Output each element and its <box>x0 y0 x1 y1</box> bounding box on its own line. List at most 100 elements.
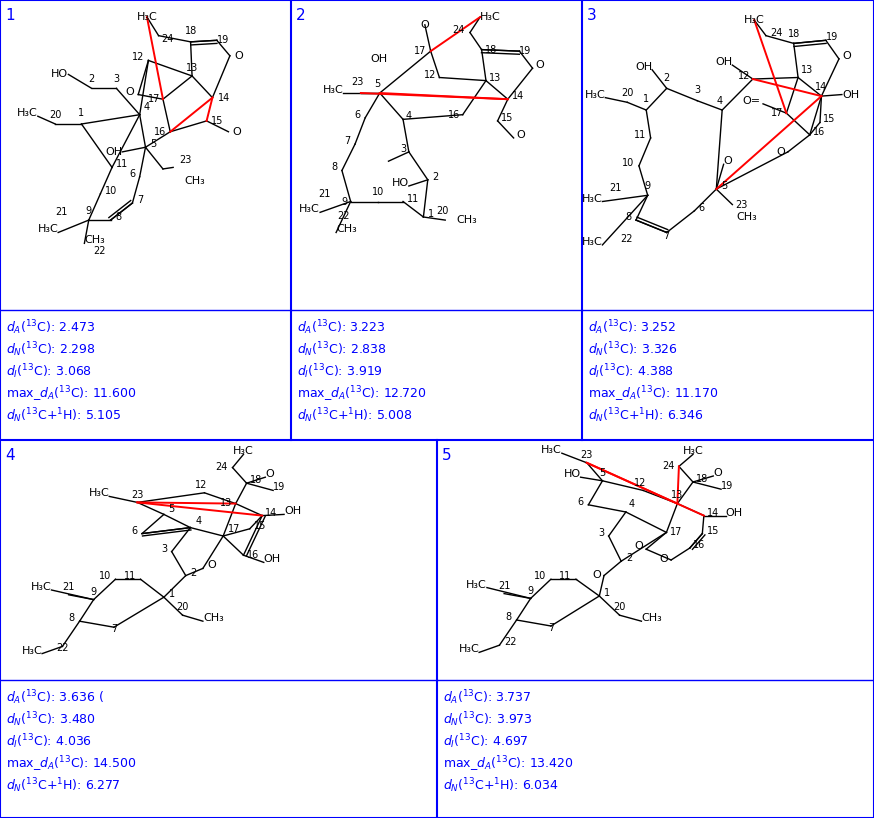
Text: 10: 10 <box>105 186 117 196</box>
Text: 1: 1 <box>643 94 649 105</box>
Text: max_$d_A$($^{13}$C): 11.600: max_$d_A$($^{13}$C): 11.600 <box>6 384 137 403</box>
Text: 19: 19 <box>217 35 229 45</box>
Text: H₃C: H₃C <box>300 204 320 214</box>
Text: H₃C: H₃C <box>480 12 501 22</box>
Text: OH: OH <box>725 508 743 518</box>
Text: H₃C: H₃C <box>88 488 109 498</box>
Text: CH₃: CH₃ <box>737 212 758 222</box>
Text: O: O <box>208 560 217 570</box>
Text: 22: 22 <box>504 637 517 647</box>
Text: H₃C: H₃C <box>582 194 602 204</box>
Text: 9: 9 <box>528 586 534 596</box>
Text: $d_I$($^{13}$C): 4.036: $d_I$($^{13}$C): 4.036 <box>6 732 92 751</box>
Text: 12: 12 <box>195 480 207 490</box>
Text: O: O <box>842 51 850 61</box>
Text: 22: 22 <box>337 210 350 221</box>
Text: HO: HO <box>52 70 68 79</box>
Text: H₃C: H₃C <box>31 582 52 592</box>
Text: 2: 2 <box>663 73 669 83</box>
Text: 20: 20 <box>614 602 626 613</box>
Text: 3: 3 <box>114 74 120 84</box>
Text: HO: HO <box>564 470 580 479</box>
Text: 7: 7 <box>111 624 117 634</box>
Text: O: O <box>713 468 722 478</box>
Text: 17: 17 <box>414 47 427 56</box>
Text: H₃C: H₃C <box>17 108 38 119</box>
Text: 10: 10 <box>534 571 546 582</box>
Text: 22: 22 <box>94 246 106 256</box>
Text: 24: 24 <box>452 25 464 34</box>
Text: 9: 9 <box>645 181 651 191</box>
Text: 18: 18 <box>184 26 197 36</box>
Text: H₃C: H₃C <box>582 237 602 247</box>
Text: 17: 17 <box>669 527 682 537</box>
Text: max_$d_A$($^{13}$C): 12.720: max_$d_A$($^{13}$C): 12.720 <box>297 384 427 403</box>
Text: 2: 2 <box>432 172 439 182</box>
Text: O: O <box>724 156 732 166</box>
Text: 14: 14 <box>512 91 524 101</box>
Text: 6: 6 <box>355 110 361 119</box>
Text: $d_N$($^{13}$C+$^{1}$H): 5.105: $d_N$($^{13}$C+$^{1}$H): 5.105 <box>6 406 121 425</box>
Text: CH₃: CH₃ <box>85 236 105 245</box>
Text: 7: 7 <box>663 231 669 240</box>
Text: 21: 21 <box>318 189 330 199</box>
Text: $d_N$($^{13}$C): 2.838: $d_N$($^{13}$C): 2.838 <box>297 340 386 359</box>
Text: 11: 11 <box>407 194 420 204</box>
Text: 18: 18 <box>696 474 708 484</box>
Text: 8: 8 <box>69 614 75 623</box>
Text: 19: 19 <box>826 32 838 43</box>
Text: 10: 10 <box>622 158 635 168</box>
Text: 20: 20 <box>621 88 634 98</box>
Text: 3: 3 <box>694 85 700 95</box>
Text: 23: 23 <box>351 77 364 88</box>
Text: O: O <box>234 51 243 61</box>
Text: 21: 21 <box>498 581 510 591</box>
Text: 19: 19 <box>721 481 733 491</box>
Text: 24: 24 <box>770 28 783 38</box>
Text: 18: 18 <box>787 29 800 39</box>
Text: OH: OH <box>105 147 122 157</box>
Text: $d_N$($^{13}$C+$^{1}$H): 6.034: $d_N$($^{13}$C+$^{1}$H): 6.034 <box>443 776 559 795</box>
Text: OH: OH <box>635 61 652 72</box>
Text: H₃C: H₃C <box>744 16 765 25</box>
Text: O=: O= <box>742 96 760 106</box>
Text: $d_N$($^{13}$C): 3.480: $d_N$($^{13}$C): 3.480 <box>6 710 96 729</box>
Text: 22: 22 <box>56 643 69 654</box>
Text: CH₃: CH₃ <box>203 614 224 623</box>
Text: 1: 1 <box>79 108 85 119</box>
Text: 12: 12 <box>738 71 750 81</box>
Text: 24: 24 <box>662 461 674 471</box>
Text: H₃C: H₃C <box>541 445 562 455</box>
Text: $d_N$($^{13}$C+$^{1}$H): 6.277: $d_N$($^{13}$C+$^{1}$H): 6.277 <box>6 776 121 795</box>
Text: 13: 13 <box>801 65 813 75</box>
Text: 9: 9 <box>91 587 97 597</box>
Text: 3: 3 <box>399 144 406 154</box>
Text: 15: 15 <box>254 521 267 531</box>
Text: 5: 5 <box>374 79 380 89</box>
Text: $d_N$($^{13}$C+$^{1}$H): 5.008: $d_N$($^{13}$C+$^{1}$H): 5.008 <box>297 406 413 425</box>
Text: 22: 22 <box>620 234 633 244</box>
Text: 6: 6 <box>578 497 584 507</box>
Text: 5: 5 <box>169 504 175 514</box>
Text: 7: 7 <box>548 622 554 633</box>
Text: 3: 3 <box>598 528 604 538</box>
Text: 13: 13 <box>220 498 232 508</box>
Text: 2: 2 <box>191 568 197 578</box>
Text: 8: 8 <box>626 212 632 222</box>
Text: 14: 14 <box>218 92 231 102</box>
Text: 8: 8 <box>331 163 337 173</box>
Text: 24: 24 <box>162 34 174 43</box>
Text: 6: 6 <box>131 526 137 536</box>
Text: $d_I$($^{13}$C): 4.388: $d_I$($^{13}$C): 4.388 <box>588 362 674 380</box>
Text: max_$d_A$($^{13}$C): 11.170: max_$d_A$($^{13}$C): 11.170 <box>588 384 719 403</box>
Text: 5: 5 <box>149 139 156 149</box>
Text: 24: 24 <box>216 462 228 472</box>
Text: 7: 7 <box>344 136 350 146</box>
Text: OH: OH <box>264 555 281 564</box>
Text: 2: 2 <box>626 553 632 564</box>
Text: 23: 23 <box>131 490 143 500</box>
Text: 17: 17 <box>771 108 783 119</box>
Text: 12: 12 <box>634 478 646 488</box>
Text: HO: HO <box>392 178 409 188</box>
Text: O: O <box>232 127 241 137</box>
